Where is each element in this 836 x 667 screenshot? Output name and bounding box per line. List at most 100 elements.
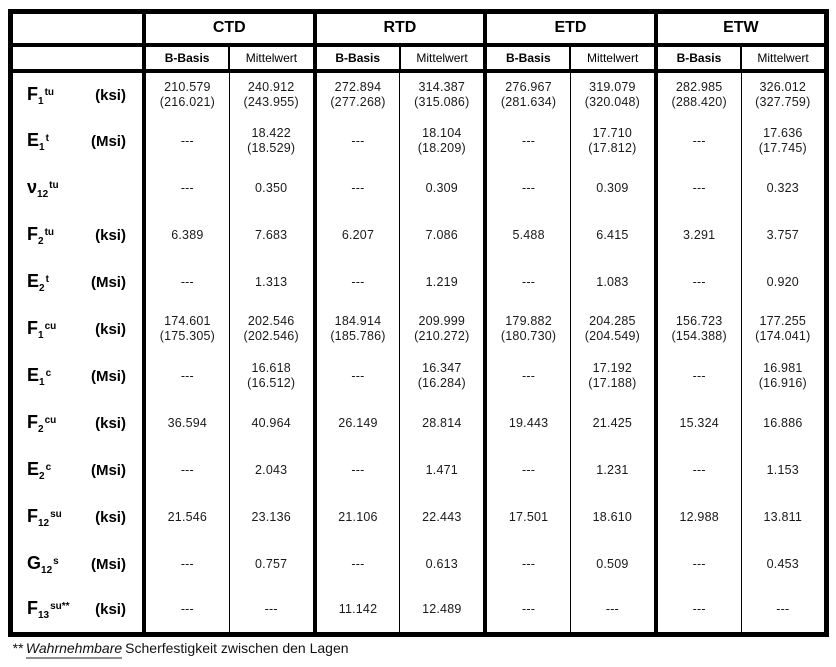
row-label-F1cu: F1cu (ksi) <box>11 306 144 353</box>
table-row-G12s: G12s (Msi) --- 0.757 --- 0.613 --- 0.509 --- 0.45… <box>11 540 827 588</box>
value-cell: 17.501 <box>483 493 571 541</box>
value-cell: 40.964 <box>228 399 315 447</box>
property-unit: (ksi) <box>95 320 126 338</box>
group-header-row: CTD RTD ETD ETW <box>10 11 827 47</box>
value-cell: 3.291 <box>653 211 742 259</box>
subheader-etd-mittelwert: Mittelwert <box>569 44 656 73</box>
value-cell: 19.443 <box>483 399 571 447</box>
value-cell: --- <box>312 540 400 588</box>
subheader-etd-bbasis: B-Basis <box>483 44 571 73</box>
value-cell: 0.323 <box>740 164 827 212</box>
group-header-ctd: CTD <box>141 11 315 47</box>
value-cell: --- <box>483 446 571 494</box>
value-cell: 16.347 (16.284) <box>399 352 486 400</box>
value-cell: 174.601 (175.305) <box>141 305 230 353</box>
value-cell: 0.350 <box>228 164 315 212</box>
value-cell: --- <box>312 164 400 212</box>
row-label-F1tu: F1tu (ksi) <box>11 71 144 118</box>
footnote-text: Scherfestigkeit zwischen den Lagen <box>125 640 349 656</box>
value-cell: 12.489 <box>399 587 486 635</box>
value-cell: 2.043 <box>228 446 315 494</box>
corner-cell-top <box>10 11 144 47</box>
footnote-emphasis: Wahrnehmbare <box>25 640 123 659</box>
table-row-F1cu: F1cu (ksi) 174.601 (175.305) 202.546 (202.546… <box>11 305 827 353</box>
value-cell: 36.594 <box>141 399 230 447</box>
value-cell: 0.309 <box>569 164 656 212</box>
row-label-E1t: E1t (Msi) <box>11 118 144 165</box>
value-cell: 17.636 (17.745) <box>740 117 827 165</box>
value-cell: 15.324 <box>653 399 742 447</box>
material-properties-table: CTD RTD ETD ETW B-Basis Mittelwert B-Basis Mit… <box>8 9 829 637</box>
value-cell: 177.255 (174.041) <box>740 305 827 353</box>
property-symbol: F2tu <box>27 223 55 247</box>
property-symbol: E2c <box>27 458 52 482</box>
value-cell: 6.207 <box>312 211 400 259</box>
value-cell: 6.389 <box>141 211 230 259</box>
value-cell: --- <box>653 446 742 494</box>
value-cell: 1.471 <box>399 446 486 494</box>
value-cell: 28.814 <box>399 399 486 447</box>
row-label-E2c: E2c (Msi) <box>11 447 144 494</box>
value-cell: 184.914 (185.786) <box>312 305 400 353</box>
value-cell: --- <box>141 587 230 635</box>
property-symbol: F12su <box>27 505 62 529</box>
value-cell: 0.309 <box>399 164 486 212</box>
group-header-etw: ETW <box>653 11 827 47</box>
subheader-row: B-Basis Mittelwert B-Basis Mittelwert B-Basi… <box>10 44 827 73</box>
value-cell: 1.153 <box>740 446 827 494</box>
subheader-ctd-bbasis: B-Basis <box>141 44 230 73</box>
value-cell: 21.425 <box>569 399 656 447</box>
value-cell: 1.231 <box>569 446 656 494</box>
value-cell: --- <box>312 352 400 400</box>
property-symbol: F13su** <box>27 598 70 622</box>
table-footnote: ** Wahrnehmbare Scherfestigkeit zwischen d… <box>8 640 829 659</box>
subheader-ctd-mittelwert: Mittelwert <box>228 44 315 73</box>
value-cell: 326.012 (327.759) <box>740 70 827 118</box>
table-row-F1tu: F1tu (ksi) 210.579 (216.021) 240.912 (243.955… <box>11 70 827 118</box>
value-cell: --- <box>141 258 230 306</box>
subheader-rtd-bbasis: B-Basis <box>312 44 400 73</box>
value-cell: 276.967 (281.634) <box>483 70 571 118</box>
value-cell: 209.999 (210.272) <box>399 305 486 353</box>
value-cell: --- <box>653 352 742 400</box>
value-cell: 204.285 (204.549) <box>569 305 656 353</box>
property-symbol: E1t <box>27 129 49 153</box>
value-cell: 26.149 <box>312 399 400 447</box>
value-cell: 314.387 (315.086) <box>399 70 486 118</box>
value-cell: 319.079 (320.048) <box>569 70 656 118</box>
value-cell: 240.912 (243.955) <box>228 70 315 118</box>
value-cell: --- <box>653 164 742 212</box>
property-symbol: G12s <box>27 552 59 576</box>
table-row-F2cu: F2cu (ksi) 36.594 40.964 26.149 28.814 19.443 2… <box>11 399 827 447</box>
row-label-F12su: F12su (ksi) <box>11 494 144 541</box>
property-symbol: E2t <box>27 270 49 294</box>
value-cell: --- <box>141 117 230 165</box>
value-cell: --- <box>653 117 742 165</box>
table-row-nu12tu: ν12tu --- 0.350 --- 0.309 --- 0.309 --- 0.323 <box>11 164 827 212</box>
value-cell: --- <box>653 258 742 306</box>
group-header-rtd: RTD <box>312 11 486 47</box>
value-cell: 210.579 (216.021) <box>141 70 230 118</box>
property-symbol: F1cu <box>27 317 57 341</box>
value-cell: 282.985 (288.420) <box>653 70 742 118</box>
value-cell: --- <box>483 587 571 635</box>
table-row-E1t: E1t (Msi) --- 18.422 (18.529) --- 18.104 (18.20… <box>11 117 827 165</box>
value-cell: --- <box>740 587 827 635</box>
value-cell: 202.546 (202.546) <box>228 305 315 353</box>
subheader-etw-bbasis: B-Basis <box>653 44 742 73</box>
row-label-F13su: F13su** (ksi) <box>11 588 144 635</box>
row-label-E2t: E2t (Msi) <box>11 259 144 306</box>
value-cell: 23.136 <box>228 493 315 541</box>
property-unit: (ksi) <box>95 508 126 526</box>
value-cell: 16.886 <box>740 399 827 447</box>
subheader-rtd-mittelwert: Mittelwert <box>398 44 486 73</box>
table-row-F12su: F12su (ksi) 21.546 23.136 21.106 22.443 17.501… <box>11 493 827 541</box>
value-cell: 0.613 <box>399 540 486 588</box>
table-body: F1tu (ksi) 210.579 (216.021) 240.912 (243.955… <box>11 70 827 635</box>
value-cell: --- <box>228 587 315 635</box>
group-header-etd: ETD <box>483 11 656 47</box>
value-cell: 1.219 <box>399 258 486 306</box>
value-cell: 0.453 <box>740 540 827 588</box>
value-cell: --- <box>653 540 742 588</box>
